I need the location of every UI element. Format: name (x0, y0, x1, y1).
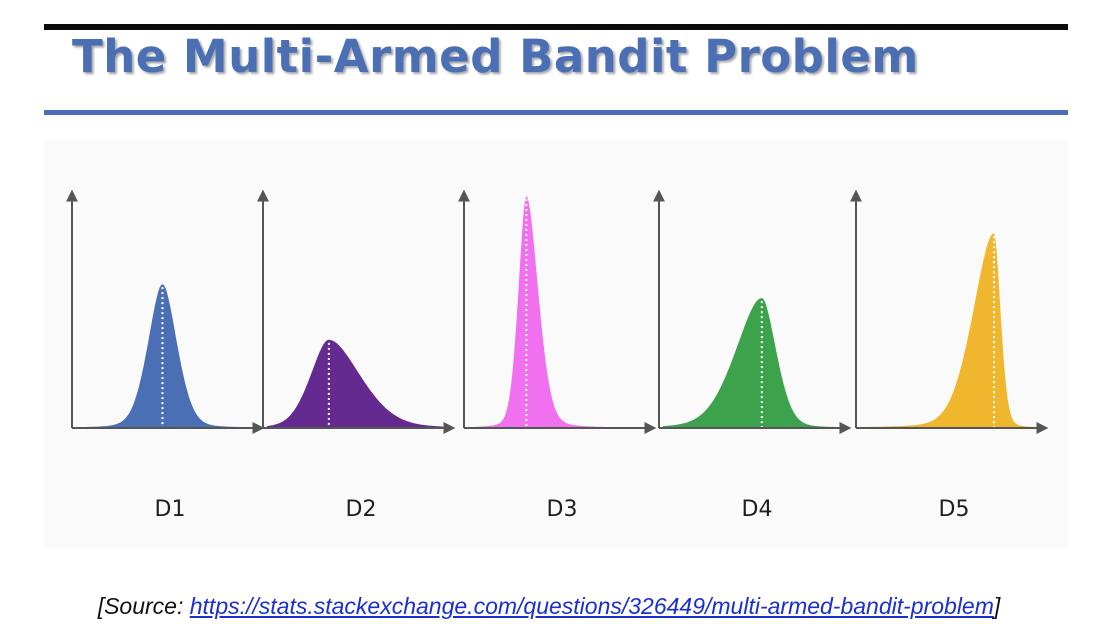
figure-background (44, 140, 1068, 548)
distribution-label-d4: D4 (742, 497, 773, 522)
distribution-curve-d5 (860, 233, 1036, 428)
top-rule (44, 24, 1068, 30)
title-underline (44, 110, 1068, 115)
source-link[interactable]: https://stats.stackexchange.com/question… (189, 593, 994, 619)
distribution-curve-d3 (468, 196, 644, 428)
distribution-curve-d4 (663, 298, 839, 428)
source-citation: [Source: https://stats.stackexchange.com… (0, 593, 1098, 620)
source-prefix: [Source: (97, 593, 190, 619)
distribution-panel-d1: D1 (66, 189, 265, 522)
distribution-curve-d1 (76, 284, 252, 428)
distribution-label-d3: D3 (547, 497, 578, 522)
distribution-curve-d2 (267, 339, 443, 428)
distribution-panel-d5: D5 (850, 189, 1049, 522)
distribution-label-d1: D1 (155, 497, 186, 522)
distribution-label-d5: D5 (939, 497, 970, 522)
distribution-label-d2: D2 (346, 497, 377, 522)
distribution-panel-d4: D4 (653, 189, 852, 522)
slide-title: The Multi-Armed Bandit Problem (72, 30, 919, 83)
distribution-panel-d3: D3 (458, 189, 657, 522)
source-suffix: ] (993, 593, 1001, 619)
distribution-panel-d2: D2 (257, 189, 456, 522)
